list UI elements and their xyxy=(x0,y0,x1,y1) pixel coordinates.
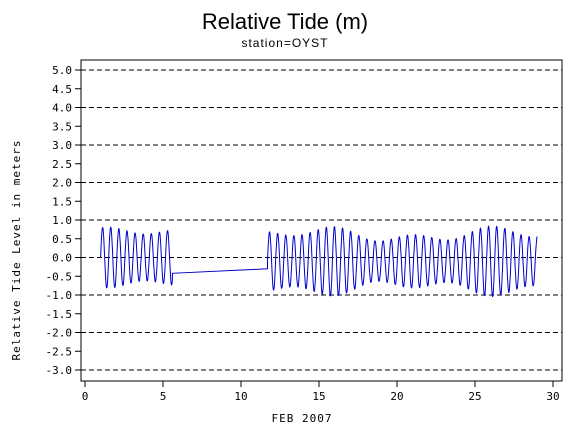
gridlines xyxy=(81,69,562,371)
y-tick-label: 0.0 xyxy=(52,252,72,265)
series-group xyxy=(100,225,538,298)
y-tick-label: 0.5 xyxy=(52,233,72,246)
y-tick-label: 2.5 xyxy=(52,158,72,171)
tide-series-line xyxy=(100,225,538,298)
y-tick-label: -3.0 xyxy=(46,364,73,377)
x-tick-label: 15 xyxy=(312,390,325,403)
y-tick-label: 3.0 xyxy=(52,139,72,152)
y-tick-label: 2.0 xyxy=(52,177,72,190)
x-tick-label: 20 xyxy=(390,390,403,403)
x-tick-label: 5 xyxy=(160,390,167,403)
y-tick-label: 4.0 xyxy=(52,102,72,115)
chart-title: Relative Tide (m) xyxy=(202,9,368,34)
x-tick-label: 10 xyxy=(234,390,247,403)
y-tick-label: -1.0 xyxy=(46,289,73,302)
y-axis-ticks: 5.0 4.5 4.0 3.5 3.0 2.5 2.0 1.5 1.0 0.5 0.0 -0.5 -1.… xyxy=(46,64,81,377)
y-tick-label: -2.5 xyxy=(46,345,73,358)
x-tick-label: 0 xyxy=(82,390,89,403)
x-tick-label: 30 xyxy=(546,390,559,403)
chart-subtitle: station=OYST xyxy=(241,36,328,50)
y-tick-label: 3.5 xyxy=(52,120,72,133)
y-axis-label: Relative Tide Level in meters xyxy=(10,139,23,360)
x-axis-label: FEB 2007 xyxy=(272,412,333,425)
y-tick-label: 5.0 xyxy=(52,64,72,77)
y-tick-label: -1.5 xyxy=(46,308,73,321)
y-tick-label: 1.0 xyxy=(52,214,72,227)
y-tick-label: 1.5 xyxy=(52,195,72,208)
y-tick-label: -0.5 xyxy=(46,270,73,283)
y-tick-label: 4.5 xyxy=(52,83,72,96)
x-tick-label: 25 xyxy=(468,390,481,403)
y-tick-label: -2.0 xyxy=(46,327,73,340)
x-axis-ticks: 0 5 10 15 20 25 30 xyxy=(82,381,560,403)
